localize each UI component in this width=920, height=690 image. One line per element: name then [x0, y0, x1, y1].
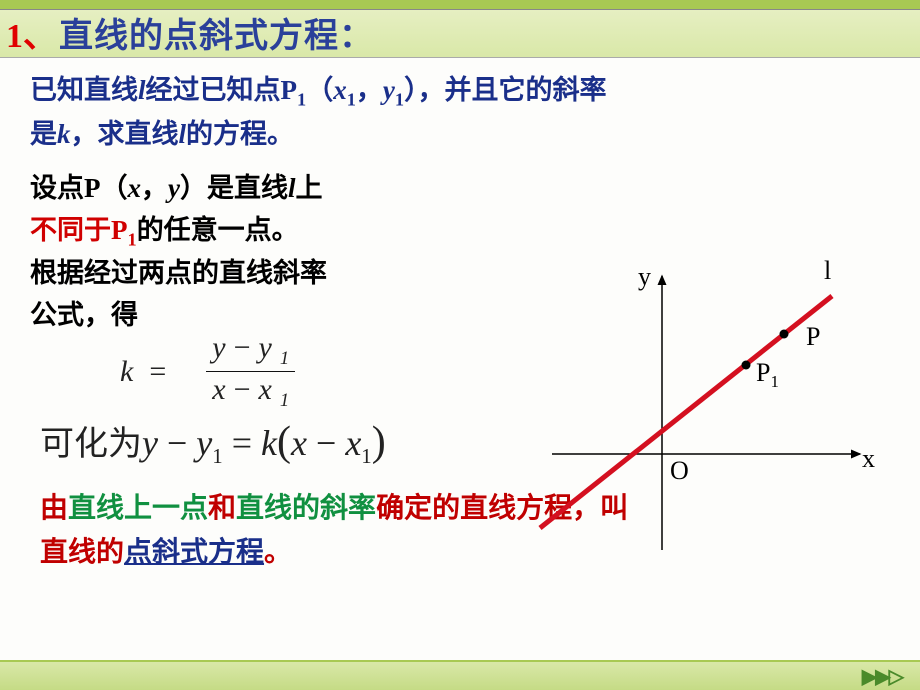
sub: 1	[128, 229, 137, 249]
em-green: 直线上一点	[68, 493, 208, 524]
sub: 1	[347, 89, 356, 109]
line-l	[540, 296, 832, 528]
comma: ，	[356, 75, 383, 105]
var-l: l	[138, 75, 146, 105]
var-k: k	[57, 119, 71, 149]
y1: y	[196, 423, 212, 463]
graph-svg	[530, 266, 890, 566]
txt: ，求直线	[71, 119, 179, 149]
step1: 设点P（x，y）是直线l上 不同于P1的任意一点。	[30, 168, 510, 254]
txt: 根据经过两点的直线斜率	[30, 258, 327, 288]
content-area: 已知直线l经过已知点P1（x1，y1），并且它的斜率 是k，求直线l的方程。 设…	[0, 58, 920, 574]
var-y: y	[383, 75, 395, 105]
point-P1	[742, 361, 751, 370]
line-l-label: l	[824, 256, 831, 286]
y-axis-label: y	[638, 262, 651, 292]
x-axis-label: x	[862, 444, 875, 474]
x: x	[212, 373, 233, 406]
fraction: y−y1 x−x1	[206, 331, 295, 412]
origin-label: O	[670, 456, 689, 486]
var-y: y	[168, 173, 180, 203]
minus: −	[307, 423, 345, 463]
txt: 。	[264, 537, 292, 568]
var-l: l	[288, 173, 296, 203]
var-l: l	[179, 119, 187, 149]
next-arrows[interactable]: ▶▶▷	[862, 664, 902, 689]
problem-statement: 已知直线l经过已知点P1（x1，y1），并且它的斜率 是k，求直线l的方程。	[30, 70, 898, 156]
point-P1-label: P1	[756, 358, 779, 392]
footer-bar: ▶▶▷	[0, 660, 920, 690]
term: 点斜式方程	[124, 537, 264, 568]
y: y	[212, 331, 233, 364]
point-P-label: P	[806, 322, 820, 352]
denominator: x−x1	[206, 373, 295, 412]
txt: ）是直线	[180, 173, 288, 203]
txt: 的任意一点。	[137, 215, 299, 245]
txt: 已知直线	[30, 75, 138, 105]
heading-title: 直线的点斜式方程：	[59, 8, 374, 57]
sub: 1	[280, 390, 289, 411]
txt: 和	[208, 493, 236, 524]
var-k: k	[120, 355, 133, 389]
x: x	[291, 423, 307, 463]
prefix: 可化为	[40, 426, 142, 463]
txt: 公式，得	[30, 300, 138, 330]
txt: 由	[40, 493, 68, 524]
var-x: x	[128, 173, 142, 203]
sub: 1	[395, 89, 404, 109]
sub: 1	[770, 372, 778, 391]
txt: 上	[296, 173, 323, 203]
y1: y	[259, 331, 280, 364]
heading-number: 1、	[6, 8, 57, 57]
txt: 的方程。	[186, 119, 294, 149]
derivation-block: 设点P（x，y）是直线l上 不同于P1的任意一点。 根据经过两点的直线斜率 公式…	[30, 168, 510, 412]
txt: 经过已知点P	[146, 75, 298, 105]
slope-formula: k = y−y1 x−x1	[120, 331, 510, 412]
em-green: 直线的斜率	[236, 493, 376, 524]
fraction-bar	[206, 371, 295, 372]
x1: x	[259, 373, 280, 406]
em: 不同于P	[30, 215, 128, 245]
step2: 根据经过两点的直线斜率 公式，得	[30, 253, 510, 337]
po: (	[277, 419, 291, 465]
var-x: x	[333, 75, 347, 105]
minus: −	[234, 331, 259, 364]
eq: =	[149, 355, 166, 389]
minus: −	[234, 373, 259, 406]
sub: 1	[361, 444, 371, 468]
pc: ）	[404, 75, 418, 105]
eq: =	[223, 423, 261, 463]
y: y	[142, 423, 158, 463]
k: k	[261, 423, 277, 463]
x1: x	[345, 423, 361, 463]
sub: 1	[212, 444, 222, 468]
txt: 是	[30, 119, 57, 149]
heading-row: 1、 直线的点斜式方程：	[0, 10, 920, 58]
minus: −	[158, 423, 196, 463]
p: P	[756, 358, 770, 387]
pc: )	[372, 419, 386, 465]
sub: 1	[280, 348, 289, 369]
numerator: y−y1	[206, 331, 295, 370]
coordinate-graph: y x O l P P1	[530, 266, 890, 566]
txt: 直线的	[40, 537, 124, 568]
txt: 设点P（	[30, 173, 128, 203]
sub: 1	[297, 89, 306, 109]
txt: ，	[141, 173, 168, 203]
txt: ，并且它的斜率	[418, 75, 607, 105]
po: （	[306, 75, 333, 105]
point-P	[780, 330, 789, 339]
